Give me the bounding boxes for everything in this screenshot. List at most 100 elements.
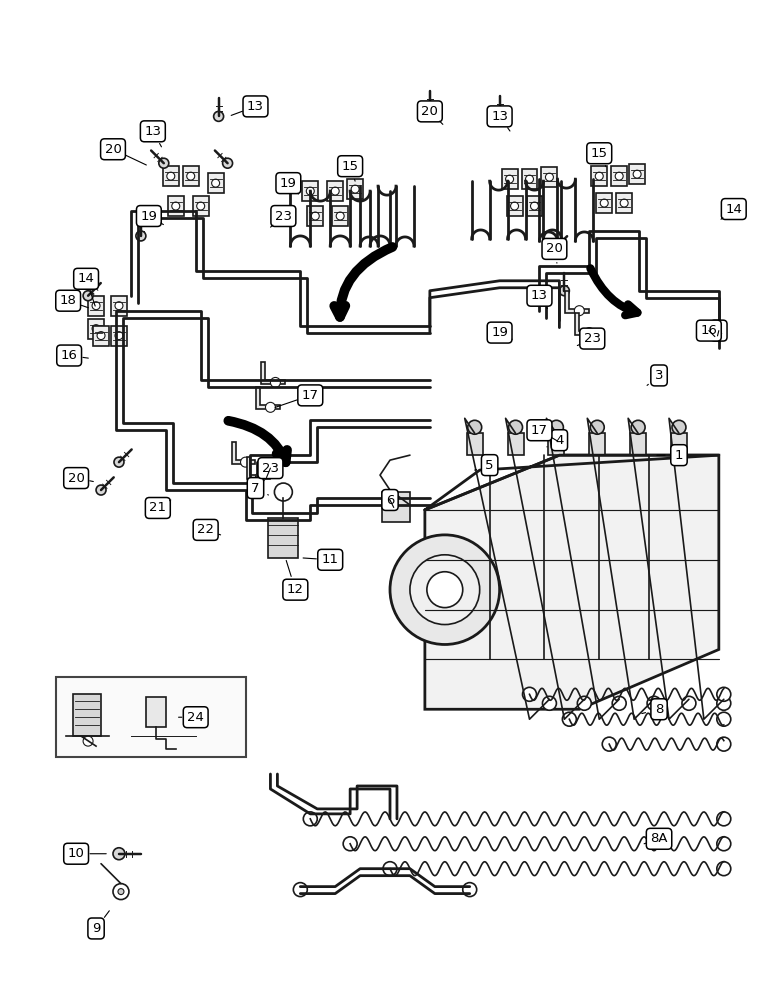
Circle shape	[717, 812, 731, 826]
Text: 7: 7	[251, 482, 260, 495]
Text: 8: 8	[655, 703, 663, 716]
Bar	[146, 697, 166, 727]
Bar	[506, 196, 523, 216]
Text: 11: 11	[321, 553, 339, 566]
Text: 19: 19	[140, 210, 158, 223]
Circle shape	[240, 457, 250, 467]
Circle shape	[549, 420, 563, 434]
Bar	[111, 296, 127, 316]
Circle shape	[601, 199, 608, 207]
Bar	[548, 433, 565, 455]
Bar	[616, 193, 632, 213]
Text: 14: 14	[725, 203, 743, 216]
Text: 22: 22	[197, 523, 215, 536]
Circle shape	[647, 696, 661, 710]
Circle shape	[275, 483, 292, 501]
Circle shape	[509, 420, 523, 434]
Text: 20: 20	[546, 242, 563, 255]
Circle shape	[83, 291, 93, 301]
Circle shape	[717, 696, 731, 710]
Bar	[183, 166, 199, 186]
Text: 8A: 8A	[651, 832, 668, 845]
Bar	[111, 326, 127, 346]
Text: 17: 17	[302, 389, 319, 402]
Circle shape	[159, 158, 168, 168]
Text: 20: 20	[421, 105, 438, 118]
Text: 12: 12	[287, 583, 304, 596]
Text: 23: 23	[275, 210, 292, 223]
Bar	[307, 206, 323, 226]
Bar	[163, 166, 179, 186]
Bar	[73, 694, 101, 736]
Bar	[168, 196, 184, 216]
Bar	[207, 173, 224, 193]
Circle shape	[303, 812, 317, 826]
Text: 16: 16	[700, 324, 718, 337]
Bar	[508, 433, 523, 455]
Circle shape	[211, 179, 220, 187]
Circle shape	[717, 687, 731, 701]
Text: 23: 23	[262, 462, 279, 475]
Text: 13: 13	[491, 110, 508, 123]
Circle shape	[584, 328, 594, 338]
Circle shape	[549, 244, 559, 254]
Circle shape	[562, 712, 576, 726]
Bar	[502, 169, 518, 189]
Text: 15: 15	[590, 147, 608, 160]
Bar	[382, 492, 410, 522]
Text: 5: 5	[485, 459, 494, 472]
Bar	[56, 677, 246, 757]
Circle shape	[425, 104, 434, 114]
Circle shape	[118, 889, 124, 895]
Circle shape	[633, 170, 641, 178]
Circle shape	[505, 175, 513, 183]
Bar	[522, 169, 537, 189]
Bar	[591, 166, 607, 186]
Circle shape	[717, 737, 731, 751]
Polygon shape	[232, 442, 256, 464]
Polygon shape	[246, 457, 271, 479]
Text: 13: 13	[531, 289, 548, 302]
Text: 2: 2	[714, 324, 723, 337]
Circle shape	[256, 472, 265, 482]
Circle shape	[136, 231, 146, 241]
Circle shape	[115, 332, 123, 340]
Circle shape	[530, 202, 538, 210]
Circle shape	[336, 212, 344, 220]
Text: 24: 24	[187, 711, 204, 724]
Polygon shape	[576, 313, 599, 335]
Circle shape	[97, 332, 105, 340]
Text: 21: 21	[149, 501, 166, 514]
Circle shape	[468, 420, 482, 434]
Circle shape	[390, 535, 500, 644]
Text: 17: 17	[531, 424, 548, 437]
Bar	[612, 166, 627, 186]
Polygon shape	[261, 362, 285, 384]
Circle shape	[114, 457, 124, 467]
Text: 6: 6	[386, 493, 394, 506]
Circle shape	[332, 187, 339, 195]
Text: 9: 9	[92, 922, 101, 935]
Circle shape	[612, 696, 626, 710]
Text: 4: 4	[555, 434, 564, 447]
Text: 16: 16	[61, 349, 77, 362]
Circle shape	[172, 202, 179, 210]
Circle shape	[672, 420, 686, 434]
Text: 20: 20	[105, 143, 122, 156]
Circle shape	[115, 302, 123, 310]
Circle shape	[682, 696, 696, 710]
Circle shape	[526, 175, 534, 183]
Circle shape	[265, 402, 275, 412]
Bar	[193, 196, 208, 216]
Text: 18: 18	[60, 294, 76, 307]
Circle shape	[113, 884, 129, 900]
Text: 19: 19	[491, 326, 508, 339]
Text: 13: 13	[247, 100, 264, 113]
Circle shape	[511, 202, 519, 210]
Text: 10: 10	[68, 847, 84, 860]
Circle shape	[595, 172, 603, 180]
Circle shape	[523, 687, 537, 701]
Circle shape	[83, 736, 93, 746]
Bar	[88, 319, 104, 339]
Circle shape	[351, 185, 359, 193]
